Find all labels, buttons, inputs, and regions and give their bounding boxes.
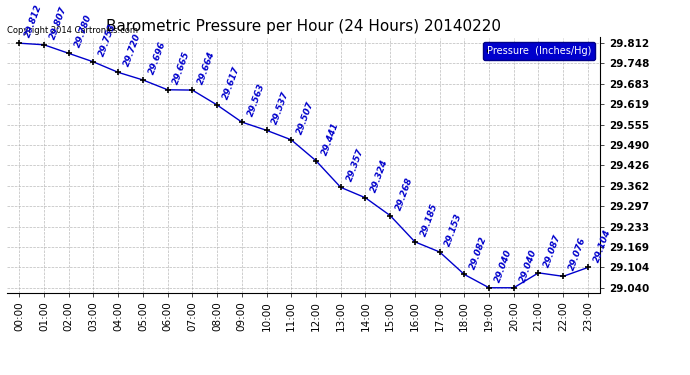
Text: 29.507: 29.507 (295, 100, 316, 136)
Title: Barometric Pressure per Hour (24 Hours) 20140220: Barometric Pressure per Hour (24 Hours) … (106, 18, 501, 33)
Text: 29.696: 29.696 (147, 40, 168, 76)
Text: 29.268: 29.268 (394, 176, 415, 212)
Text: 29.665: 29.665 (172, 50, 192, 86)
Legend: Pressure  (Inches/Hg): Pressure (Inches/Hg) (483, 42, 595, 60)
Text: 29.537: 29.537 (270, 90, 291, 126)
Text: 29.357: 29.357 (345, 147, 365, 183)
Text: 29.185: 29.185 (419, 202, 440, 238)
Text: 29.040: 29.040 (493, 248, 513, 284)
Text: 29.153: 29.153 (444, 212, 464, 248)
Text: 29.720: 29.720 (122, 33, 143, 68)
Text: 29.441: 29.441 (320, 121, 340, 156)
Text: 29.807: 29.807 (48, 5, 68, 40)
Text: 29.664: 29.664 (197, 50, 217, 86)
Text: 29.563: 29.563 (246, 82, 266, 118)
Text: 29.617: 29.617 (221, 65, 242, 101)
Text: 29.087: 29.087 (542, 233, 563, 269)
Text: 29.104: 29.104 (592, 228, 613, 263)
Text: 29.076: 29.076 (567, 237, 588, 272)
Text: 29.040: 29.040 (518, 248, 538, 284)
Text: 29.753: 29.753 (97, 22, 118, 58)
Text: 29.812: 29.812 (23, 3, 43, 39)
Text: 29.324: 29.324 (370, 158, 390, 194)
Text: 29.082: 29.082 (469, 235, 489, 270)
Text: Copyright 2014 Cartronics.com: Copyright 2014 Cartronics.com (7, 26, 138, 35)
Text: 29.780: 29.780 (73, 13, 93, 49)
